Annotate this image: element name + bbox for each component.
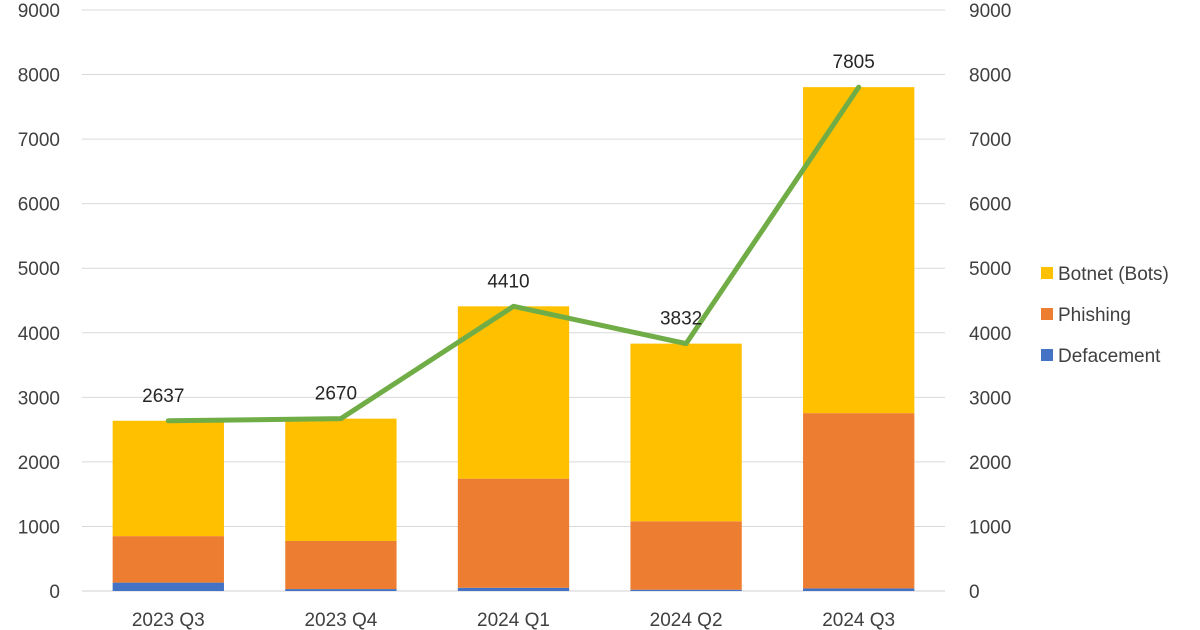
x-tick-label: 2024 Q1 (477, 610, 550, 630)
legend-label: Phishing (1058, 305, 1131, 326)
bar-segment-defacement (285, 589, 397, 591)
bar-segment-defacement (630, 589, 742, 591)
legend-label: Defacement (1058, 346, 1161, 367)
legend-swatch (1041, 267, 1053, 279)
y-tick-label-right: 6000 (969, 195, 1011, 216)
x-tick-label: 2024 Q2 (650, 610, 723, 630)
total-data-label: 7805 (833, 52, 875, 73)
y-tick-label-right: 2000 (969, 453, 1011, 474)
bar-segment-defacement (457, 587, 570, 591)
x-tick-label: 2023 Q3 (132, 610, 205, 630)
legend-label: Botnet (Bots) (1058, 264, 1169, 285)
bar-segment-defacement (112, 582, 224, 591)
y-tick-label-left: 6000 (18, 195, 60, 216)
y-tick-label-right: 0 (969, 582, 980, 603)
x-tick-label: 2024 Q3 (822, 610, 895, 630)
legend: Botnet (Bots) Phishing Defacement (1041, 264, 1169, 367)
y-tick-label-left: 5000 (18, 259, 60, 280)
tick-labels: 0 1000 2000 3000 4000 5000 6000 7000 8000 9000 0 10… (18, 1, 1012, 630)
total-data-label: 3832 (660, 309, 702, 330)
y-tick-label-right: 1000 (969, 517, 1011, 538)
bar-segment-botnet-bots (285, 418, 397, 541)
y-tick-label-right: 7000 (969, 130, 1011, 151)
y-tick-label-right: 5000 (969, 259, 1011, 280)
gridlines (82, 9, 945, 527)
bar-segment-botnet-bots (457, 306, 570, 479)
total-data-label: 2670 (315, 384, 357, 405)
legend-swatch (1041, 308, 1053, 320)
bars (112, 87, 915, 591)
y-tick-label-left: 2000 (18, 453, 60, 474)
bar-segment-phishing (457, 478, 570, 588)
y-tick-label-right: 8000 (969, 66, 1011, 87)
total-data-label: 4410 (487, 271, 529, 292)
y-tick-label-left: 4000 (18, 324, 60, 345)
total-data-label: 2637 (142, 386, 184, 407)
bar-segment-botnet-bots (112, 420, 224, 537)
bar-segment-botnet-bots (630, 343, 742, 522)
total-line (165, 84, 862, 424)
y-tick-label-right: 3000 (969, 388, 1011, 409)
y-tick-label-left: 1000 (18, 517, 60, 538)
bar-segment-phishing (285, 540, 397, 590)
y-tick-label-left: 8000 (18, 66, 60, 87)
data-labels: 2637 2670 4410 3832 7805 (142, 52, 875, 407)
bar-segment-phishing (630, 521, 742, 590)
bar-segment-botnet-bots (803, 87, 915, 414)
y-tick-label-left: 9000 (18, 1, 60, 22)
bar-segment-phishing (112, 536, 224, 583)
y-tick-label-left: 0 (49, 582, 60, 603)
bar-segment-defacement (803, 588, 915, 591)
y-tick-label-left: 3000 (18, 388, 60, 409)
y-tick-label-right: 4000 (969, 324, 1011, 345)
y-tick-label-right: 9000 (969, 1, 1011, 22)
bar-segment-phishing (803, 413, 915, 589)
y-tick-label-left: 7000 (18, 130, 60, 151)
legend-swatch (1041, 349, 1053, 361)
x-tick-label: 2023 Q4 (304, 610, 377, 630)
